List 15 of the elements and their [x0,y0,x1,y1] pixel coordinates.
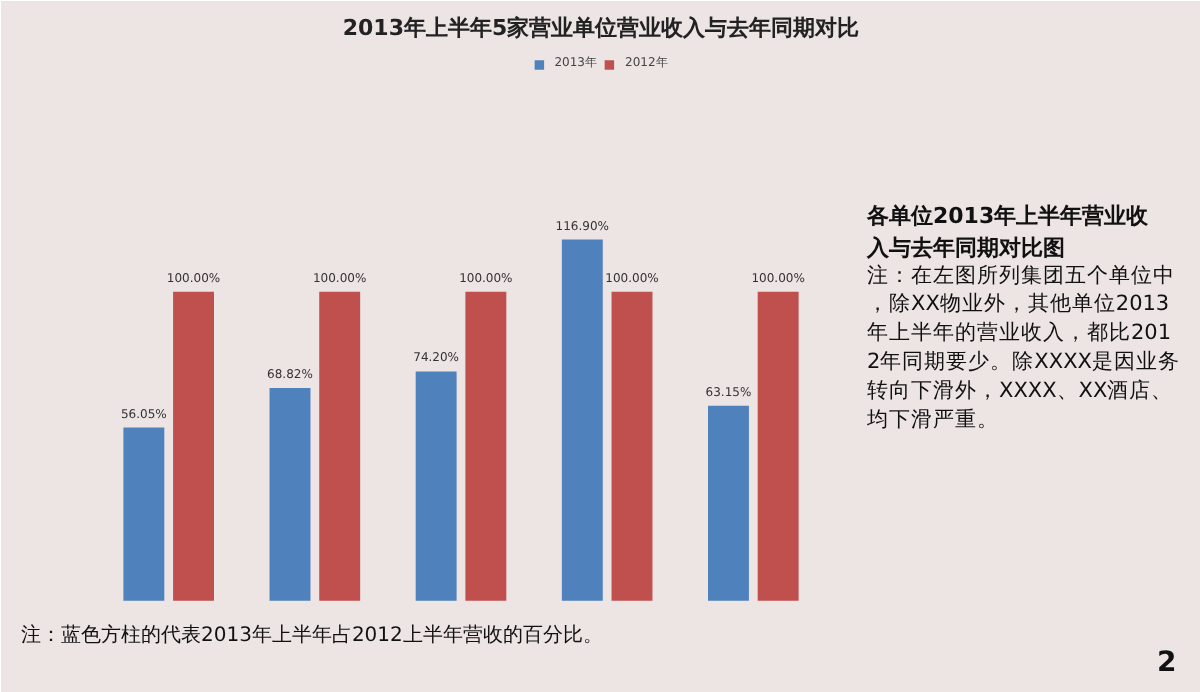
text: 各单位2013年上半年营业收入与去年同期对比图 [865,203,1151,261]
bar [173,291,214,601]
bar [415,371,457,601]
text: 2 [1157,646,1177,679]
bar [465,291,507,601]
bar [561,239,603,601]
bar [757,291,799,601]
bar [269,388,311,601]
chart-title: 2013年上半年5家营业单位营业收入与去年同期对比 [342,15,860,41]
text: 注：在左图所列集团五个单位中，除XX物业外，其他单位2013年上半年的营业收入，都比2012年同期要少。除XXXX是因业务转向下滑外，XXXX、XX酒店、均下滑严重。 [865,261,1180,432]
bar [319,291,361,601]
bar [708,405,749,601]
bar [611,291,653,601]
bar [123,427,165,601]
text: 注：蓝色方柱的代表2013年上半年占2012上半年营收的百分比。 [21,622,603,647]
